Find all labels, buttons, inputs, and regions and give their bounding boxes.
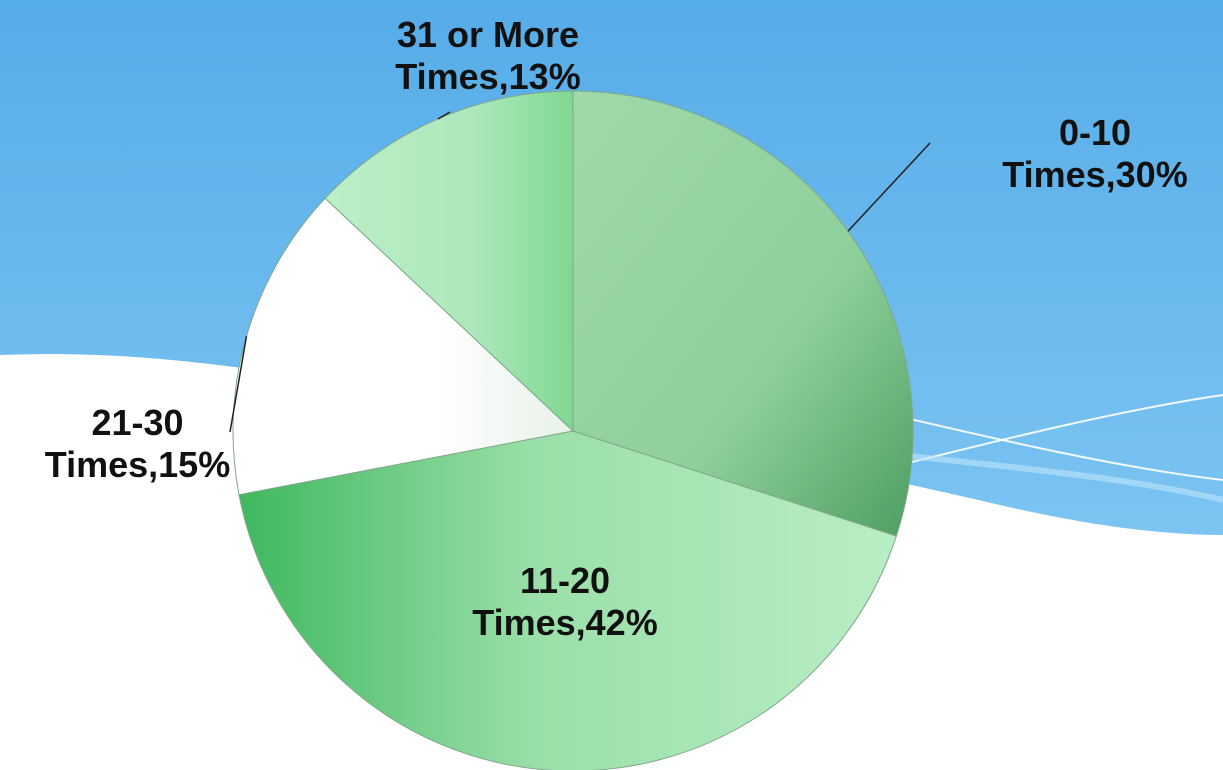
slice-label-21-30-line2: Times,15%	[44, 444, 231, 485]
slice-label-0-10-line1: 0-10	[1058, 112, 1132, 153]
pie-slice-0-10	[572, 90, 914, 537]
slice-label-31-more-line1: 31 or More	[396, 14, 580, 55]
pie-slice-31-more	[324, 90, 574, 433]
background-wave-streak	[899, 452, 1223, 503]
background-wave-streak	[879, 411, 1223, 481]
leader-line-0-10	[847, 142, 931, 232]
slice-label-11-20: 11-20 Times,42%	[420, 560, 710, 644]
slice-label-21-30-line1: 21-30	[91, 402, 184, 443]
slice-label-11-20-line1: 11-20	[519, 560, 611, 601]
slice-label-21-30: 21-30 Times,15%	[10, 402, 265, 486]
slice-label-31-more: 31 or More Times,13%	[348, 14, 628, 98]
leader-line-31-more	[437, 111, 451, 120]
slice-label-11-20-line2: Times,42%	[472, 602, 658, 643]
slice-label-0-10-line2: Times,30%	[1002, 154, 1188, 195]
slice-label-31-more-line2: Times,13%	[395, 56, 581, 97]
leader-line-21-30	[229, 336, 248, 433]
slice-label-0-10: 0-10 Times,30%	[975, 112, 1215, 196]
pie-slice-11-20	[238, 430, 897, 770]
